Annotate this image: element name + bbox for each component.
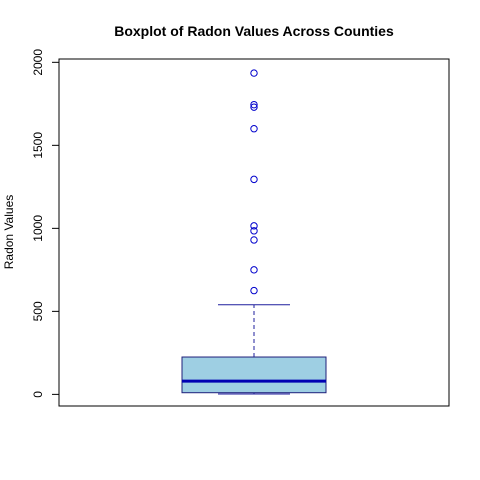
- outlier-point: [250, 103, 258, 111]
- outlier-point: [250, 286, 258, 295]
- y-axis-label: Radon Values: [2, 195, 16, 270]
- plot-area: [181, 69, 327, 395]
- outlier-point: [250, 175, 258, 184]
- y-tick-label: 0: [31, 391, 45, 398]
- y-axis: 0 500 1000 1500 2000: [31, 49, 60, 398]
- outlier-point: [250, 69, 258, 77]
- outlier-point: [250, 227, 258, 235]
- outlier-point: [250, 236, 258, 244]
- y-tick-label: 500: [31, 301, 45, 321]
- outlier-point: [250, 266, 258, 274]
- chart-title: Boxplot of Radon Values Across Counties: [114, 23, 394, 39]
- iqr-box: [181, 356, 327, 394]
- y-tick-label: 1500: [31, 132, 45, 159]
- y-tick-label: 1000: [31, 215, 45, 242]
- outlier-point: [250, 125, 258, 133]
- y-tick-label: 2000: [31, 49, 45, 76]
- outlier-point: [250, 222, 258, 230]
- outlier-point: [250, 100, 258, 109]
